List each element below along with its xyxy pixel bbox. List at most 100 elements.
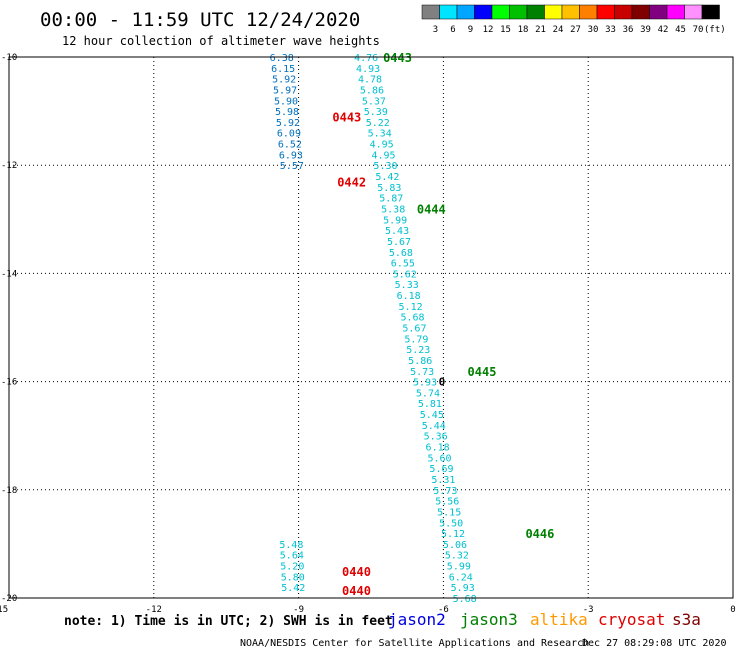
- color-scale-label: (ft): [704, 25, 726, 35]
- time-labels: 0443 0443 0442 0444 0445 0446 0440 0440 0: [332, 51, 554, 598]
- buoy-marker: 0: [439, 376, 446, 389]
- wave-height-value: 6.24: [449, 572, 473, 583]
- color-scale-label: 15: [500, 25, 511, 35]
- wave-height-value: 5.99: [383, 215, 407, 226]
- color-swatch: [596, 4, 615, 20]
- plot-axes: -15 -12 -9 -6 -3 0 -10 -12 -14 -16 -18 -20: [0, 53, 736, 615]
- wave-height-value: 5.80: [281, 572, 305, 583]
- wave-height-value: 5.73: [433, 486, 457, 497]
- wave-height-value: 5.38: [381, 204, 405, 215]
- color-swatch: [474, 4, 493, 20]
- satellite-label: cryosat: [598, 610, 665, 629]
- wave-height-value: 5.36: [424, 432, 448, 443]
- color-swatch: [526, 4, 545, 20]
- wave-height-value: 5.90: [274, 96, 298, 107]
- time-label: 0443: [332, 111, 361, 125]
- color-scale-label: 12: [483, 25, 494, 35]
- chart-subtitle: 12 hour collection of altimeter wave hei…: [62, 34, 380, 48]
- wave-height-value: 6.15: [271, 64, 295, 75]
- color-scale-label: 21: [535, 25, 546, 35]
- wave-height-value: 5.69: [429, 464, 453, 475]
- wave-height-value: 6.18: [426, 443, 450, 454]
- wave-height-value: 5.57: [280, 161, 304, 172]
- satellite-legend: jason2 jason3 altika cryosat s3a: [388, 610, 701, 629]
- wave-height-value: 5.34: [368, 129, 392, 140]
- color-swatch: [456, 4, 475, 20]
- color-scale-legend: 3 6 9 12 15 18 21 24 27 30 33 36 39 42 45 70 (ft): [421, 4, 726, 35]
- x-tick-label: -15: [0, 605, 8, 615]
- wave-height-value: 4.95: [370, 140, 394, 151]
- wave-height-value: 6.18: [397, 291, 421, 302]
- wave-height-value: 5.83: [377, 183, 401, 194]
- time-label: 0440: [342, 565, 371, 579]
- color-swatch: [421, 4, 440, 20]
- color-swatch: [649, 4, 668, 20]
- wave-height-value: 5.79: [404, 334, 428, 345]
- time-label: 0444: [417, 202, 446, 216]
- color-scale-label: 33: [605, 25, 616, 35]
- wave-height-value: 5.48: [279, 540, 303, 551]
- wave-height-value: 5.45: [420, 410, 444, 421]
- color-swatch: [579, 4, 598, 20]
- wave-height-value: 5.37: [362, 96, 386, 107]
- color-scale-label: 39: [640, 25, 651, 35]
- wave-height-value: 5.50: [439, 518, 463, 529]
- color-scale-label: 30: [588, 25, 599, 35]
- wave-height-value: 4.76: [354, 53, 378, 64]
- color-scale-label: 36: [623, 25, 634, 35]
- color-scale-label: 27: [570, 25, 581, 35]
- y-tick-label: -16: [1, 378, 17, 388]
- wave-height-value: 5.31: [431, 475, 455, 486]
- wave-height-value: 6.55: [391, 259, 415, 270]
- wave-height-value: 5.68: [389, 248, 413, 259]
- wave-height-value: 5.39: [364, 107, 388, 118]
- wave-height-value: 5.93: [451, 583, 475, 594]
- wave-height-value: 5.74: [416, 388, 440, 399]
- wave-height-value: 5.68: [453, 594, 477, 605]
- footer-note: note: 1) Time is in UTC; 2) SWH is in fe…: [64, 614, 393, 629]
- wave-height-value: 5.42: [375, 172, 399, 183]
- time-label: 0442: [337, 175, 366, 189]
- time-label: 0445: [468, 365, 497, 379]
- wave-height-value: 5.56: [435, 497, 459, 508]
- color-swatch: [561, 4, 580, 20]
- color-scale-label: 3: [433, 25, 438, 35]
- x-tick-label: -12: [146, 605, 162, 615]
- footer-timestamp: Dec 27 08:29:08 UTC 2020: [582, 638, 727, 649]
- time-label: 0446: [525, 527, 554, 541]
- color-scale-label: 6: [450, 25, 455, 35]
- color-swatch: [684, 4, 703, 20]
- time-label: 0443: [383, 51, 412, 65]
- y-tick-label: -12: [1, 161, 17, 171]
- wave-height-value: 4.95: [372, 150, 396, 161]
- wave-height-value: 5.15: [437, 507, 461, 518]
- color-swatch: [666, 4, 685, 20]
- y-tick-label: -20: [1, 594, 17, 604]
- color-swatch: [631, 4, 650, 20]
- plot-frame: [8, 56, 734, 599]
- satellite-label: altika: [530, 610, 588, 629]
- y-tick-label: -18: [1, 486, 17, 496]
- x-tick-label: -9: [293, 605, 304, 615]
- satellite-label: jason2: [388, 610, 446, 629]
- wave-height-value: 5.99: [447, 562, 471, 573]
- wave-height-value: 5.87: [379, 194, 403, 205]
- wave-height-value: 5.23: [406, 345, 430, 356]
- footer-credit: NOAA/NESDIS Center for Satellite Applica…: [240, 638, 589, 649]
- wave-height-value: 5.86: [408, 356, 432, 367]
- color-swatch: [439, 4, 458, 20]
- wave-height-value: 5.32: [445, 551, 469, 562]
- wave-height-value: 5.42: [281, 583, 305, 594]
- time-label: 0440: [342, 584, 371, 598]
- y-tick-label: -10: [1, 53, 17, 63]
- wave-height-value: 5.67: [387, 237, 411, 248]
- x-tick-label: -3: [583, 605, 594, 615]
- wave-height-value: 5.12: [441, 529, 465, 540]
- wave-height-value: 5.92: [276, 118, 300, 129]
- chart-title: 00:00 - 11:59 UTC 12/24/2020: [40, 9, 360, 31]
- color-scale-label: 42: [658, 25, 669, 35]
- wave-height-value: 6.52: [278, 140, 302, 151]
- wave-height-value: 5.44: [422, 421, 446, 432]
- x-tick-label: -6: [438, 605, 449, 615]
